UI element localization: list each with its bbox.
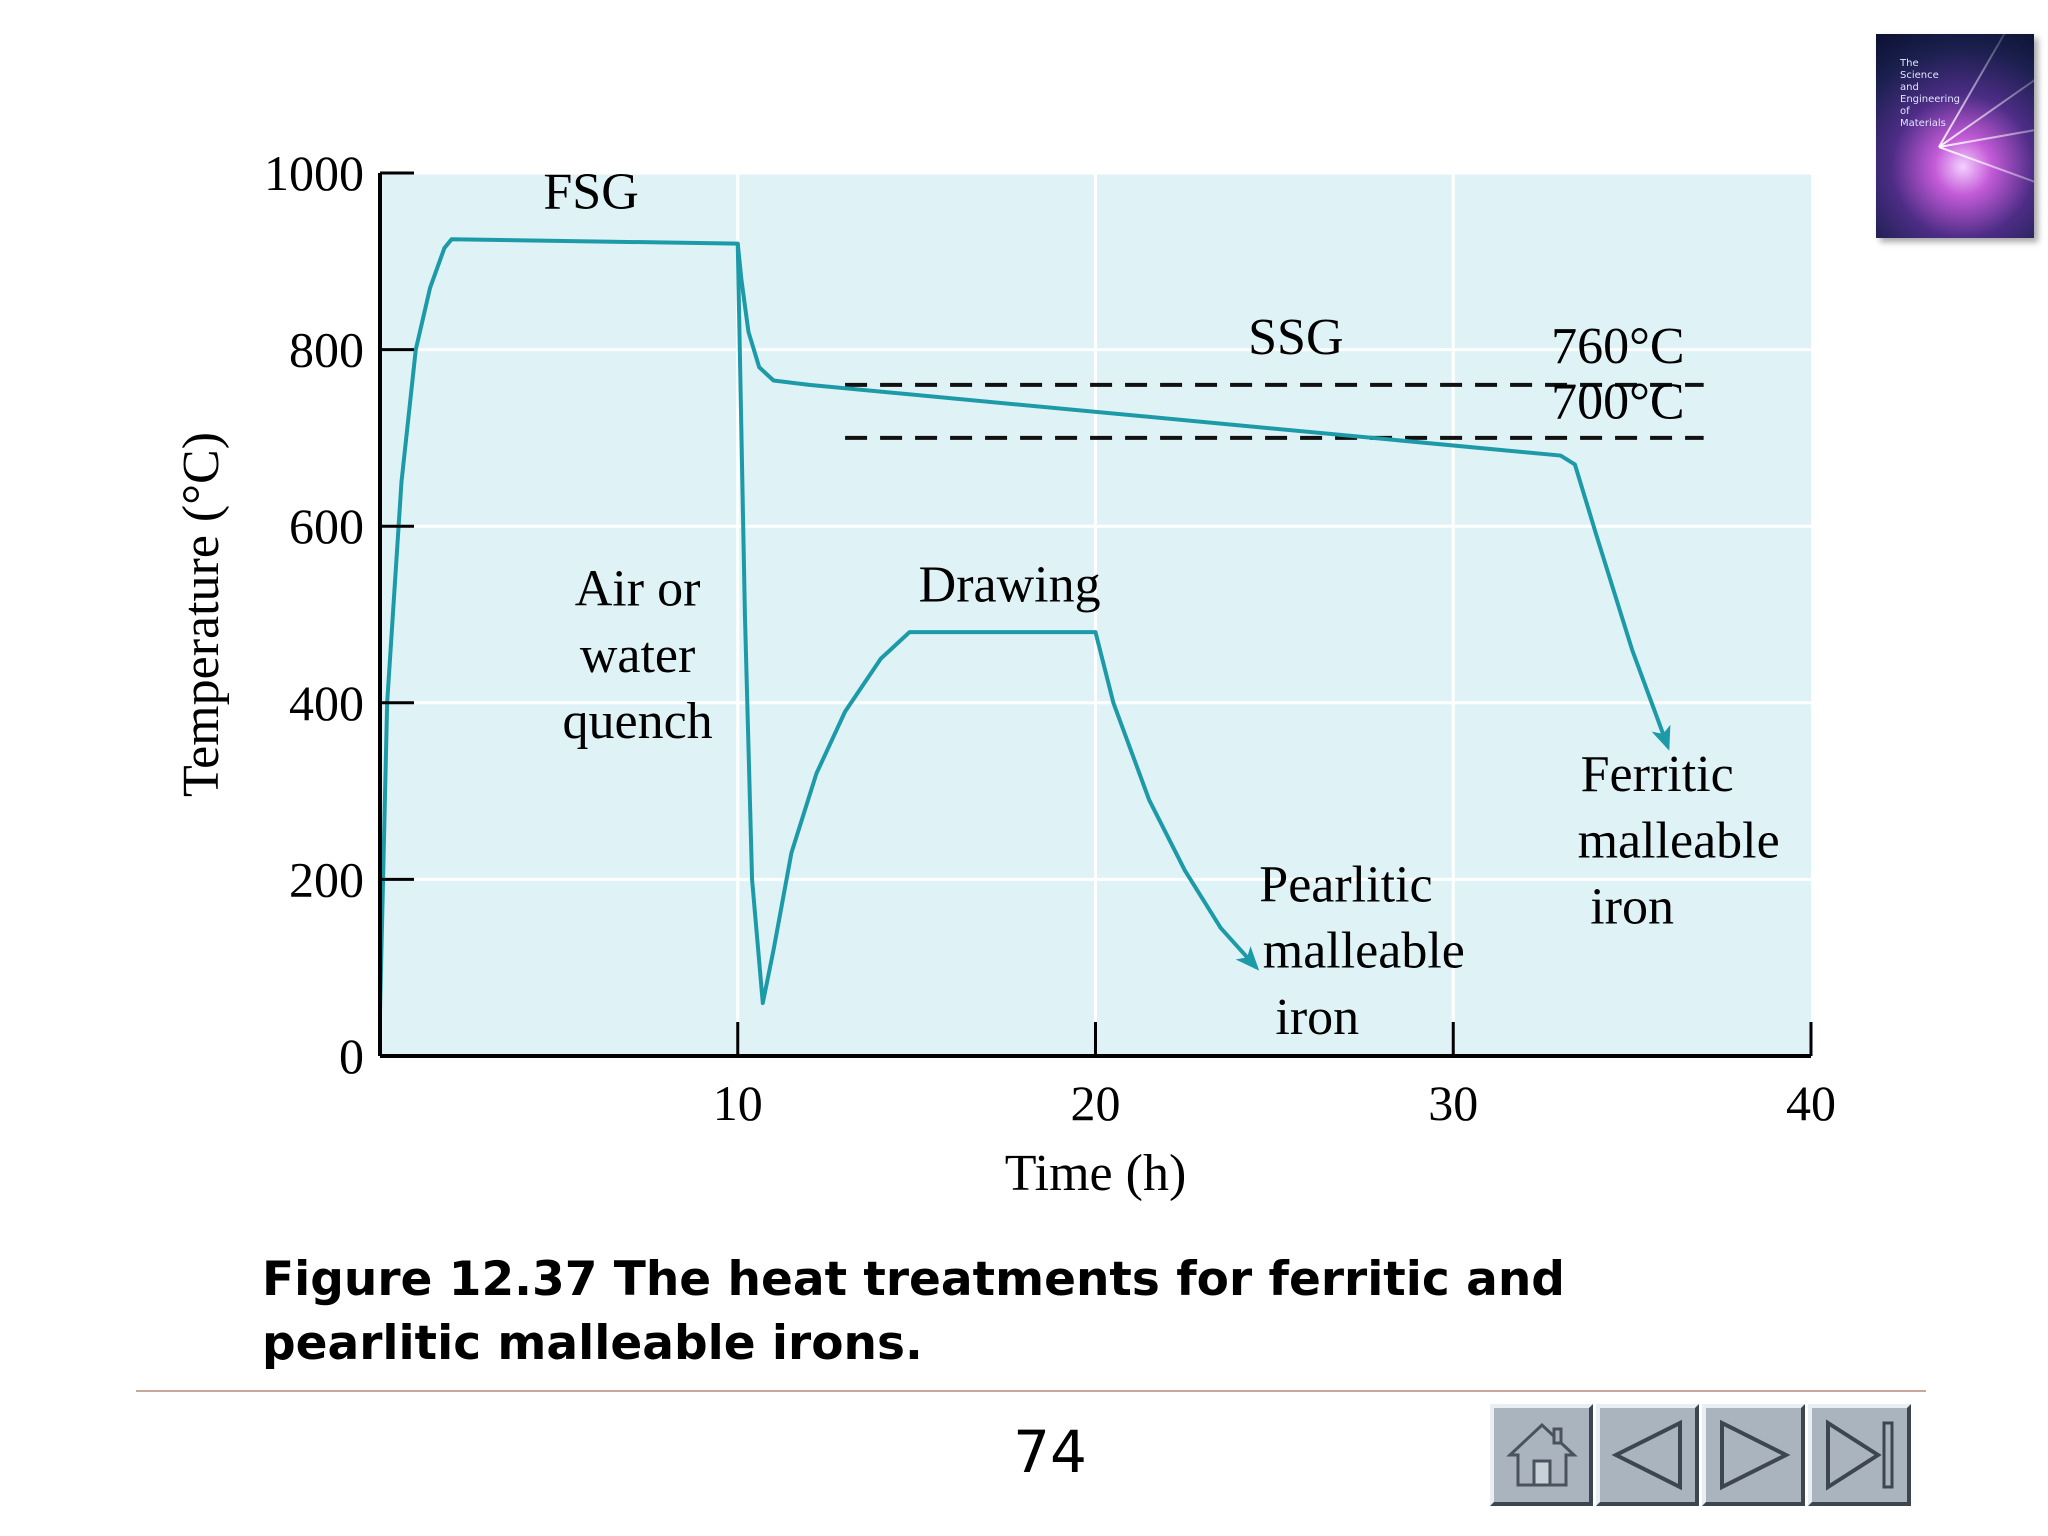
navigation-bar: [1490, 1404, 1911, 1508]
divider: [136, 1390, 1926, 1392]
y-tick-label: 600: [289, 498, 364, 554]
y-tick-label: 200: [289, 851, 364, 907]
annotation-label: 700°C: [1551, 373, 1684, 430]
annotation-label: water: [580, 627, 695, 684]
annotation-label: SSG: [1248, 309, 1343, 366]
figure-caption: Figure 12.37 The heat treatments for fer…: [262, 1248, 1762, 1376]
annotation-label: Drawing: [919, 556, 1101, 613]
annotation-label: FSG: [543, 163, 638, 220]
y-tick-label: 0: [339, 1028, 364, 1084]
annotation-label: malleable: [1263, 923, 1465, 980]
home-button[interactable]: [1490, 1404, 1593, 1506]
x-tick-label: 40: [1786, 1075, 1836, 1131]
chart: 0 200 400 600 800 1000 10 20 30 40 FSG SSG 760°C700…: [173, 145, 1836, 1202]
y-tick-label: 800: [289, 322, 364, 378]
page-number: 74: [1013, 1418, 1087, 1486]
grid: [380, 171, 1811, 1056]
y-tick-label: 400: [289, 675, 364, 731]
x-axis-label: Time (h): [1005, 1145, 1187, 1202]
y-tick-label: 1000: [264, 145, 364, 201]
axes: [378, 171, 1813, 1058]
book-cover-title: The Science and Engineering of Materials: [1900, 58, 1960, 129]
annotation-label: quench: [562, 693, 712, 750]
series-line-1: [378, 237, 1671, 1012]
annotation-label: Ferritic: [1581, 746, 1734, 803]
home-icon: [1505, 1422, 1578, 1487]
next-button[interactable]: [1702, 1404, 1805, 1506]
x-tick-label: 20: [1071, 1075, 1121, 1131]
y-axis-label: Temperature (°C): [173, 432, 230, 797]
reference-lines: [845, 382, 1704, 440]
x-tick-label: 30: [1428, 1075, 1478, 1131]
series-line-2: [735, 243, 1260, 1006]
x-tick-label: 10: [713, 1075, 763, 1131]
annotation-label: Air or: [575, 561, 701, 618]
series-group: [378, 237, 1671, 1012]
annotation-label: Pearlitic: [1259, 856, 1432, 913]
book-cover-image: The Science and Engineering of Materials: [1876, 34, 2034, 238]
next-icon: [1719, 1419, 1790, 1491]
caption-line-1: Figure 12.37 The heat treatments for fer…: [262, 1252, 1565, 1307]
last-icon: [1825, 1419, 1893, 1491]
previous-icon: [1611, 1419, 1682, 1491]
previous-button[interactable]: [1596, 1404, 1699, 1506]
caption-line-2: pearlitic malleable irons.: [262, 1316, 923, 1371]
annotation-label: iron: [1590, 879, 1674, 936]
annotation-label: 760°C: [1551, 318, 1684, 375]
annotation-label: iron: [1275, 989, 1359, 1046]
annotation-label: malleable: [1578, 812, 1780, 869]
tick-labels: 0 200 400 600 800 1000 10 20 30 40: [264, 145, 1836, 1131]
last-button[interactable]: [1808, 1404, 1911, 1506]
